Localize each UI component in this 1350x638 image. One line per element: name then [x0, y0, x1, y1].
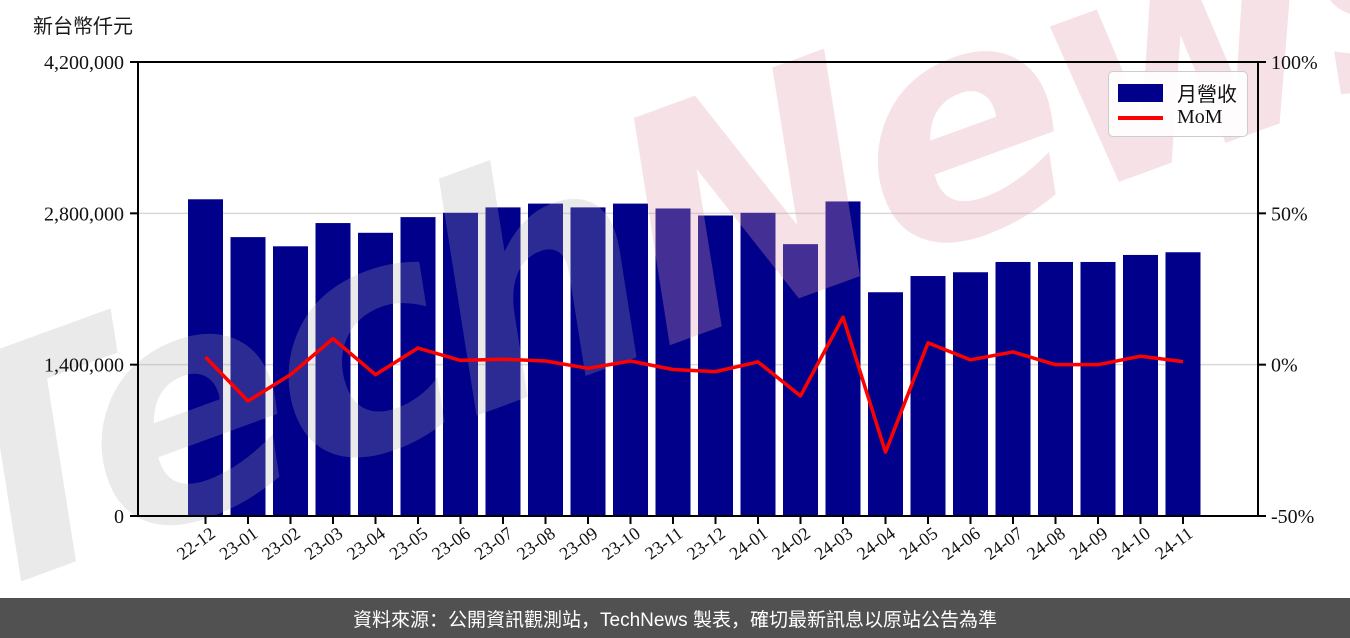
source-caption-text: 資料來源：公開資訊觀測站，TechNews 製表，確切最新訊息以原站公告為準: [353, 609, 997, 631]
left-axis-unit-label: 新台幣仟元: [33, 16, 133, 38]
x-axis-month-label: 24-01: [726, 523, 772, 564]
revenue-mom-chart: TechNews01,400,0002,800,0004,200,000-50%…: [0, 0, 1350, 598]
x-axis-month-label: 23-05: [386, 523, 432, 564]
chart-legend: 月營收 MoM: [1108, 71, 1248, 137]
left-axis-tick-label: 4,200,000: [44, 52, 124, 74]
right-axis-tick-label: 50%: [1271, 203, 1308, 225]
revenue-bar: [443, 212, 478, 517]
left-axis-tick-label: 2,800,000: [44, 203, 124, 225]
x-axis-month-label: 23-10: [598, 523, 644, 564]
x-axis-month-label: 24-11: [1151, 523, 1196, 563]
legend-label-revenue: 月營收: [1177, 84, 1237, 106]
left-axis-tick-label: 1,400,000: [44, 355, 124, 377]
revenue-bar: [1165, 252, 1201, 516]
revenue-bar: [868, 292, 903, 516]
revenue-bar: [400, 217, 436, 516]
revenue-bar: [485, 207, 521, 516]
revenue-bar-swatch-icon: [1118, 83, 1163, 102]
revenue-bar: [995, 261, 1031, 516]
legend-item-mom: MoM: [1118, 105, 1247, 130]
right-axis-tick-label: 100%: [1271, 52, 1318, 74]
x-axis-month-label: 24-04: [853, 523, 899, 564]
x-axis-month-label: 24-09: [1066, 523, 1112, 564]
x-axis-month-label: 24-02: [768, 523, 814, 564]
x-axis-month-label: 23-11: [641, 523, 686, 563]
revenue-bar: [230, 237, 266, 516]
x-axis-month-label: 23-12: [683, 523, 729, 564]
revenue-bar: [315, 223, 351, 517]
x-axis-month-label: 24-10: [1108, 523, 1154, 564]
x-axis-month-label: 24-05: [896, 523, 942, 564]
revenue-bar: [1123, 254, 1158, 516]
revenue-bar: [1038, 261, 1073, 516]
revenue-bar: [953, 272, 988, 516]
mom-line: [204, 315, 1184, 454]
revenue-bar: [783, 244, 818, 516]
revenue-bar: [570, 207, 606, 516]
x-axis-month-label: 23-08: [513, 523, 559, 564]
x-axis-month-label: 24-08: [1023, 523, 1069, 564]
x-axis-month-label: 23-06: [428, 523, 474, 564]
x-axis-month-label: 24-03: [811, 523, 857, 564]
right-axis-tick-label: 0%: [1271, 355, 1298, 377]
legend-item-revenue: 月營收: [1118, 80, 1247, 106]
legend-label-mom: MoM: [1177, 106, 1223, 128]
right-axis-tick-label: -50%: [1271, 506, 1314, 528]
left-axis-tick-label: 0: [114, 506, 124, 528]
x-axis-month-label: 24-07: [981, 523, 1027, 564]
plot-border: [137, 61, 1259, 517]
revenue-bar: [655, 208, 691, 516]
x-axis-month-label: 23-09: [556, 523, 602, 564]
revenue-bar: [1080, 261, 1116, 516]
mom-line-swatch-icon: [1118, 115, 1163, 120]
x-axis-month-label: 23-07: [471, 523, 517, 564]
source-caption-bar: 資料來源：公開資訊觀測站，TechNews 製表，確切最新訊息以原站公告為準: [0, 598, 1350, 638]
revenue-bar: [910, 276, 946, 516]
revenue-bar: [698, 215, 733, 516]
x-axis-month-label: 24-06: [938, 523, 984, 564]
